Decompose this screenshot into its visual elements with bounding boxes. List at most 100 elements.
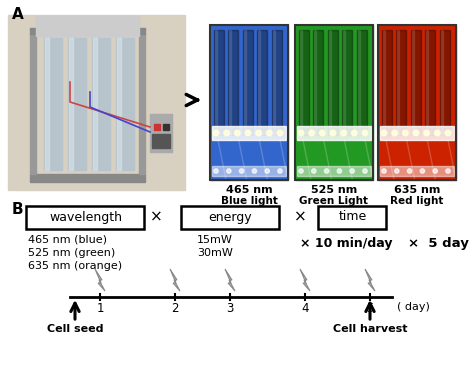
Circle shape — [245, 130, 251, 136]
Text: 3: 3 — [226, 302, 234, 315]
Bar — [343, 30, 353, 135]
Bar — [411, 30, 421, 135]
Bar — [210, 25, 288, 180]
Text: 465 nm: 465 nm — [226, 185, 272, 195]
Bar — [357, 30, 367, 135]
Bar — [378, 25, 456, 180]
Circle shape — [299, 169, 303, 173]
Circle shape — [309, 130, 314, 136]
Circle shape — [256, 130, 262, 136]
Bar — [295, 25, 373, 180]
Circle shape — [381, 130, 387, 136]
Bar — [273, 30, 275, 135]
Bar — [139, 34, 145, 174]
Bar — [150, 114, 172, 152]
Circle shape — [277, 130, 283, 136]
Bar — [297, 166, 371, 176]
Circle shape — [382, 169, 386, 173]
Bar — [427, 30, 428, 135]
Bar — [45, 38, 49, 170]
Bar — [257, 30, 267, 135]
Bar — [212, 126, 286, 140]
Bar — [412, 30, 414, 135]
Circle shape — [350, 169, 355, 173]
Circle shape — [252, 169, 256, 173]
Bar — [272, 30, 282, 135]
Bar — [297, 126, 371, 140]
Polygon shape — [170, 269, 180, 291]
Circle shape — [278, 169, 282, 173]
Circle shape — [265, 169, 269, 173]
Circle shape — [337, 169, 342, 173]
Bar — [116, 38, 134, 170]
Bar — [68, 38, 86, 170]
Bar — [30, 28, 145, 34]
Circle shape — [324, 169, 329, 173]
Circle shape — [213, 130, 219, 136]
Bar — [295, 25, 373, 180]
Text: Green Light: Green Light — [300, 196, 368, 206]
Circle shape — [311, 169, 316, 173]
Circle shape — [435, 130, 440, 136]
Bar — [92, 38, 110, 170]
Circle shape — [413, 130, 419, 136]
Text: 1: 1 — [96, 302, 104, 315]
Bar — [152, 134, 170, 148]
Text: wavelength: wavelength — [49, 211, 122, 224]
Text: ×  5 day: × 5 day — [408, 237, 469, 250]
Circle shape — [330, 130, 336, 136]
Bar — [398, 30, 400, 135]
FancyBboxPatch shape — [319, 206, 386, 229]
Text: energy: energy — [209, 211, 252, 224]
Bar — [328, 30, 338, 135]
FancyBboxPatch shape — [27, 206, 145, 229]
Bar — [93, 38, 97, 170]
Text: ( day): ( day) — [397, 302, 430, 312]
Bar — [154, 124, 160, 130]
Text: Cell seed: Cell seed — [47, 324, 103, 334]
Text: 635 nm (orange): 635 nm (orange) — [28, 261, 122, 271]
Bar — [30, 34, 36, 174]
Circle shape — [392, 130, 398, 136]
Bar — [380, 126, 454, 140]
Circle shape — [352, 130, 357, 136]
Bar — [215, 30, 217, 135]
Bar — [378, 25, 456, 180]
Circle shape — [235, 130, 240, 136]
Bar — [382, 30, 392, 135]
Text: 465 nm (blue): 465 nm (blue) — [28, 235, 107, 245]
Bar — [441, 30, 443, 135]
Bar — [258, 30, 261, 135]
Text: Red light: Red light — [390, 196, 444, 206]
FancyBboxPatch shape — [182, 206, 280, 229]
Text: ×: × — [293, 209, 306, 224]
Circle shape — [420, 169, 425, 173]
Circle shape — [341, 130, 346, 136]
Circle shape — [266, 130, 272, 136]
Circle shape — [224, 130, 229, 136]
Bar — [344, 30, 346, 135]
Bar — [440, 30, 450, 135]
Bar — [315, 30, 317, 135]
Bar — [329, 30, 331, 135]
Bar — [313, 30, 323, 135]
Bar — [44, 38, 62, 170]
Bar — [228, 30, 238, 135]
Text: Blue light: Blue light — [220, 196, 277, 206]
Bar — [69, 38, 73, 170]
Bar — [300, 30, 302, 135]
Polygon shape — [300, 269, 310, 291]
Bar — [380, 166, 454, 176]
Circle shape — [298, 130, 304, 136]
Text: 2: 2 — [171, 302, 179, 315]
Text: 525 nm: 525 nm — [311, 185, 357, 195]
Bar — [210, 25, 288, 180]
Text: time: time — [338, 211, 366, 224]
Text: 30mW: 30mW — [197, 248, 233, 258]
Text: ×: × — [150, 209, 163, 224]
Bar — [117, 38, 121, 170]
Text: 4: 4 — [301, 302, 309, 315]
Text: Cell harvest: Cell harvest — [333, 324, 407, 334]
Circle shape — [363, 169, 367, 173]
Bar — [426, 30, 436, 135]
